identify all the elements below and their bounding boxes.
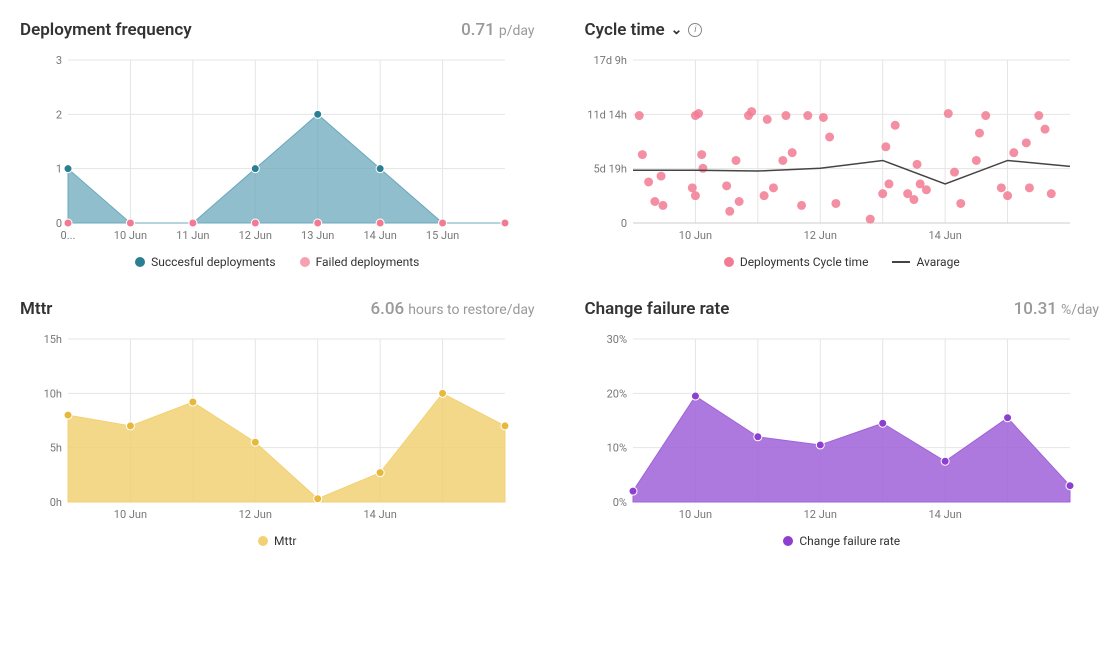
legend-swatch (783, 536, 793, 546)
svg-text:10 Jun: 10 Jun (114, 508, 147, 521)
svg-text:5h: 5h (50, 442, 62, 455)
panel-title: Mttr (20, 299, 52, 319)
metric-unit: p/day (499, 23, 535, 39)
legend-swatch (135, 257, 145, 267)
info-icon[interactable]: i (688, 23, 702, 37)
svg-text:12 Jun: 12 Jun (803, 508, 836, 521)
svg-text:3: 3 (56, 54, 62, 67)
panel-metric: 10.31 %/day (1014, 299, 1099, 319)
svg-text:12 Jun: 12 Jun (803, 229, 836, 242)
dashboard-grid: Deployment frequency 0.71 p/day 0 1 2 3 0...… (20, 20, 1099, 548)
legend-label: Change failure rate (799, 534, 900, 548)
change-failure-rate-chart[interactable]: 0% 10% 20% 30% 10 Jun 12 Jun 14 Jun (585, 331, 1100, 526)
panel-metric: 6.06 hours to restore/day (370, 299, 534, 319)
legend: Mttr (20, 534, 535, 548)
legend: Deployments Cycle time Avarage (585, 255, 1100, 269)
legend-label: Mttr (274, 534, 296, 548)
svg-text:0%: 0% (612, 496, 626, 509)
metric-unit: hours to restore/day (408, 302, 534, 318)
legend: Succesful deployments Failed deployments (20, 255, 535, 269)
panel-header: Change failure rate 10.31 %/day (585, 299, 1100, 319)
legend-item: Change failure rate (783, 534, 900, 548)
svg-text:13 Jun: 13 Jun (301, 229, 334, 242)
cycle-time-chart[interactable]: 0 5d 19h 11d 14h 17d 9h 10 Jun 12 Jun 14 Jun (585, 52, 1100, 247)
panel-header: Cycle time ⌄ i (585, 20, 1100, 40)
svg-text:10 Jun: 10 Jun (678, 508, 711, 521)
deployment-frequency-panel: Deployment frequency 0.71 p/day 01230...… (20, 20, 535, 269)
legend-item: Mttr (258, 534, 296, 548)
svg-text:10%: 10% (606, 442, 626, 455)
legend-swatch (300, 257, 310, 267)
mttr-chart[interactable]: 0h 5h 10h 15h 10 Jun 12 Jun 14 Jun (20, 331, 535, 526)
svg-text:15h: 15h (44, 333, 62, 346)
svg-text:0: 0 (620, 217, 626, 230)
legend-label: Succesful deployments (151, 255, 275, 269)
change-failure-rate-panel: Change failure rate 10.31 %/day 0% 10% 20%… (585, 299, 1100, 548)
cycle-time-panel: Cycle time ⌄ i 0 5d 19h 11d 14h 17d 9h 10 Ju… (585, 20, 1100, 269)
svg-text:20%: 20% (606, 387, 626, 400)
metric-value: 10.31 (1014, 299, 1057, 319)
legend-item: Succesful deployments (135, 255, 275, 269)
svg-text:10h: 10h (44, 387, 62, 400)
legend-label: Failed deployments (316, 255, 420, 269)
legend-item: Deployments Cycle time (724, 255, 869, 269)
chevron-down-icon[interactable]: ⌄ (671, 22, 683, 38)
svg-text:0...: 0... (61, 229, 76, 242)
svg-text:12 Jun: 12 Jun (239, 508, 272, 521)
legend-swatch (258, 536, 268, 546)
svg-text:15 Jun: 15 Jun (426, 229, 459, 242)
legend-label: Deployments Cycle time (740, 255, 869, 269)
panel-header: Deployment frequency 0.71 p/day (20, 20, 535, 40)
svg-text:30%: 30% (606, 333, 626, 346)
svg-text:17d 9h: 17d 9h (593, 54, 627, 67)
legend-label: Avarage (916, 255, 959, 269)
panel-title: Deployment frequency (20, 20, 192, 40)
svg-text:11d 14h: 11d 14h (587, 108, 627, 121)
panel-metric: 0.71 p/day (461, 20, 534, 40)
metric-value: 6.06 (370, 299, 404, 319)
legend-swatch (724, 257, 734, 267)
mttr-panel: Mttr 6.06 hours to restore/day 0h 5h 10h 15… (20, 299, 535, 548)
svg-text:14 Jun: 14 Jun (928, 229, 961, 242)
svg-text:10 Jun: 10 Jun (114, 229, 147, 242)
svg-text:14 Jun: 14 Jun (363, 229, 396, 242)
svg-text:1: 1 (56, 163, 62, 176)
svg-text:14 Jun: 14 Jun (363, 508, 396, 521)
panel-title: Change failure rate (585, 299, 730, 319)
svg-text:12 Jun: 12 Jun (239, 229, 272, 242)
panel-header: Mttr 6.06 hours to restore/day (20, 299, 535, 319)
svg-text:2: 2 (56, 108, 62, 121)
svg-text:11 Jun: 11 Jun (176, 229, 209, 242)
svg-text:10 Jun: 10 Jun (678, 229, 711, 242)
metric-value: 0.71 (461, 20, 495, 40)
legend-swatch (892, 261, 910, 263)
metric-unit: %/day (1061, 302, 1099, 318)
svg-text:0h: 0h (50, 496, 62, 509)
deployment-frequency-chart[interactable]: 01230...10 Jun11 Jun12 Jun13 Jun14 Jun15… (20, 52, 535, 247)
svg-text:14 Jun: 14 Jun (928, 508, 961, 521)
legend: Change failure rate (585, 534, 1100, 548)
legend-item: Avarage (892, 255, 959, 269)
legend-item: Failed deployments (300, 255, 420, 269)
panel-title: Cycle time (585, 20, 665, 40)
svg-text:5d 19h: 5d 19h (593, 163, 627, 176)
